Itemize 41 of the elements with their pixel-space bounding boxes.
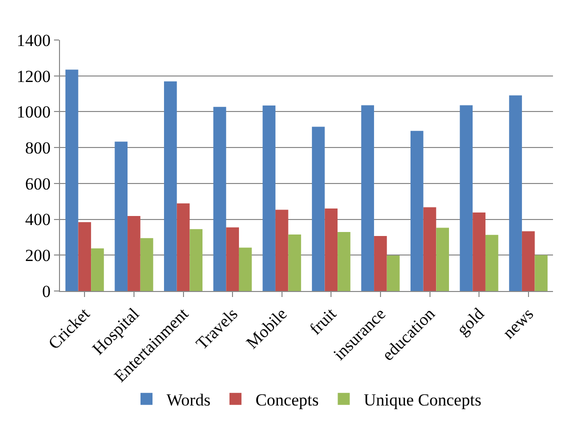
bar (140, 238, 154, 291)
bar (460, 105, 473, 291)
y-tick-label: 0 (42, 282, 51, 301)
bar (472, 212, 486, 291)
y-tick-label: 800 (25, 138, 51, 158)
y-tick-label: 600 (25, 174, 51, 194)
bar (423, 207, 436, 291)
bar (374, 236, 387, 291)
bar (436, 228, 449, 291)
legend-label: Unique Concepts (364, 390, 482, 410)
bar (78, 222, 92, 291)
bar (91, 248, 104, 291)
bar (522, 231, 535, 291)
bar (386, 256, 400, 291)
bar (176, 203, 190, 291)
bar (65, 70, 78, 291)
bar (485, 234, 498, 291)
bar (238, 248, 252, 291)
y-tick-label: 1200 (16, 66, 51, 86)
bar (213, 106, 226, 291)
bar (128, 216, 140, 291)
bar (226, 227, 239, 291)
bar (262, 105, 276, 291)
y-tick-label: 1000 (16, 102, 51, 122)
bar (410, 130, 424, 291)
y-tick-label: 1400 (16, 30, 51, 50)
bar (312, 126, 325, 291)
bar (288, 234, 302, 291)
bar (534, 255, 548, 291)
bar (361, 105, 374, 291)
bar (190, 229, 202, 291)
bar (324, 208, 338, 291)
bar (275, 210, 288, 291)
bar (164, 81, 177, 291)
y-tick-label: 400 (25, 210, 51, 230)
legend-label: Concepts (255, 390, 319, 410)
legend-label: Words (166, 390, 210, 410)
bar (509, 95, 522, 291)
bar (338, 232, 350, 291)
y-tick-label: 200 (25, 246, 51, 266)
bar (114, 142, 128, 291)
